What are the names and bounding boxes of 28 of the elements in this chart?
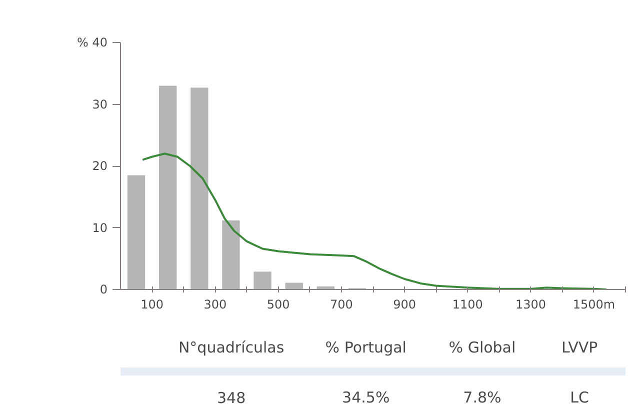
bar — [127, 175, 146, 290]
bar — [285, 282, 303, 290]
x-tick-label: 1500m — [572, 298, 616, 312]
y-tick-label: 30 — [92, 97, 108, 112]
text: % Global — [448, 338, 516, 356]
y-tick-label: 10 — [92, 220, 108, 235]
y-tick-label: % 40 — [77, 36, 108, 50]
x-tick-label: 300 — [204, 298, 227, 312]
text: LC — [570, 388, 590, 406]
bar — [222, 220, 240, 290]
x-tick-label: 100 — [140, 298, 164, 312]
text: 348 — [217, 389, 246, 407]
x-tick-label: 700 — [330, 298, 353, 312]
line-series — [142, 152, 608, 290]
y-tick-label: 20 — [92, 159, 108, 173]
bar — [159, 86, 177, 290]
text: % Portugal — [325, 338, 406, 356]
x-tick-label: 900 — [393, 298, 416, 312]
x-tick-label: 1300 — [516, 298, 546, 312]
x-tick-label: 500 — [266, 298, 290, 312]
text: 7.8% — [463, 388, 502, 406]
x-tick-label: 1100 — [452, 298, 483, 312]
text: 34.5% — [342, 388, 390, 406]
y-tick-label: 0 — [100, 282, 108, 296]
text: LVVP — [561, 338, 598, 356]
bar — [254, 272, 272, 290]
text: N°quadrículas — [178, 338, 284, 356]
bar — [190, 88, 208, 290]
